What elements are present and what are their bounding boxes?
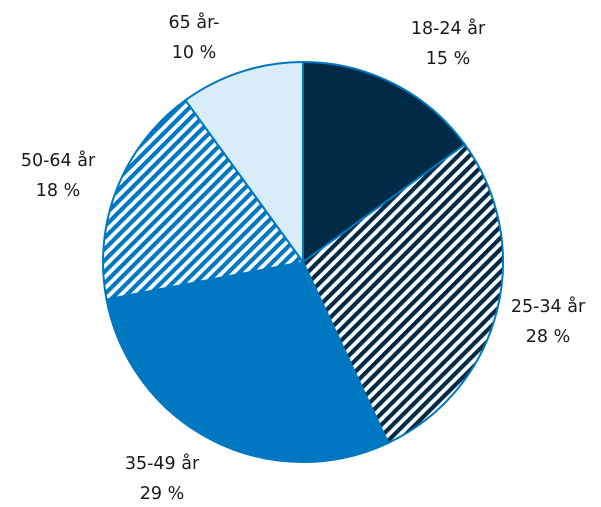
slice-value-label-4: 18 %: [36, 181, 80, 201]
pie-slice-2: [302, 143, 504, 444]
pie-slice-5: [184, 61, 304, 263]
pie-slices: [102, 61, 504, 463]
pie-slice-4: [102, 99, 304, 301]
slice-category-label-3: 35-49 år: [125, 453, 200, 474]
pie-slice-1: [302, 61, 466, 263]
slice-category-label-2: 25-34 år: [511, 296, 586, 317]
slice-category-label-1: 18-24 år: [411, 18, 486, 39]
slice-value-label-3: 29 %: [140, 484, 184, 504]
slice-value-label-1: 15 %: [426, 49, 470, 69]
slice-value-label-5: 10 %: [172, 43, 216, 63]
pie-labels: 18-24 år 15 % 25-34 år 28 % 35-49 år 29 % 50-6…: [21, 12, 586, 504]
slice-category-label-5: 65 år-: [169, 12, 220, 33]
slice-value-label-2: 28 %: [526, 327, 570, 347]
pie-slice-3: [105, 261, 390, 463]
slice-category-label-4: 50-64 år: [21, 150, 96, 171]
